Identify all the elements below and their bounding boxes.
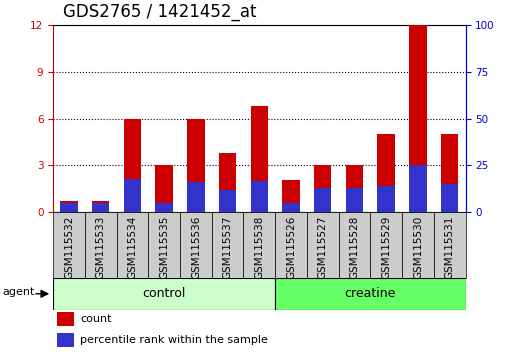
Bar	[370, 212, 401, 278]
Text: GSM115533: GSM115533	[95, 216, 106, 279]
Text: control: control	[142, 287, 185, 300]
Bar	[440, 184, 458, 212]
Text: GSM115531: GSM115531	[444, 216, 454, 279]
Bar	[92, 203, 109, 212]
Bar	[345, 165, 363, 212]
Text: agent: agent	[3, 287, 35, 297]
Text: GSM115527: GSM115527	[317, 216, 327, 279]
Bar	[401, 212, 433, 278]
Text: GSM115536: GSM115536	[190, 216, 200, 279]
Text: percentile rank within the sample: percentile rank within the sample	[80, 335, 267, 345]
Bar	[211, 212, 243, 278]
Text: GSM115529: GSM115529	[380, 216, 390, 279]
Bar	[345, 188, 363, 212]
Text: GSM115538: GSM115538	[254, 216, 264, 279]
Bar	[57, 312, 74, 326]
Bar	[314, 188, 331, 212]
Text: creatine: creatine	[344, 287, 395, 300]
Bar	[85, 212, 116, 278]
Text: GSM115535: GSM115535	[159, 216, 169, 279]
Bar	[250, 181, 268, 212]
Bar	[282, 179, 299, 212]
Bar	[57, 333, 74, 347]
Bar	[377, 134, 394, 212]
Bar	[155, 203, 173, 212]
Text: GSM115534: GSM115534	[127, 216, 137, 279]
Bar	[187, 182, 204, 212]
Text: GSM115526: GSM115526	[285, 216, 295, 279]
Bar	[148, 212, 180, 278]
Bar	[92, 201, 109, 212]
Bar	[338, 212, 370, 278]
Bar	[314, 165, 331, 212]
Bar	[155, 165, 173, 212]
Bar	[123, 179, 141, 212]
Bar	[307, 212, 338, 278]
Bar	[282, 203, 299, 212]
Bar	[60, 201, 78, 212]
Bar	[440, 134, 458, 212]
Bar	[219, 153, 236, 212]
Bar	[60, 203, 78, 212]
Bar	[187, 119, 204, 212]
Text: count: count	[80, 314, 111, 324]
Bar	[180, 212, 211, 278]
Text: GSM115532: GSM115532	[64, 216, 74, 279]
Bar	[433, 212, 465, 278]
Bar	[243, 212, 275, 278]
Text: GSM115530: GSM115530	[412, 216, 422, 279]
Text: GDS2765 / 1421452_at: GDS2765 / 1421452_at	[63, 3, 256, 21]
Bar	[123, 119, 141, 212]
Bar	[409, 165, 426, 212]
Bar	[53, 212, 85, 278]
Bar	[409, 25, 426, 212]
Bar	[275, 278, 465, 310]
Bar	[53, 278, 275, 310]
Bar	[219, 190, 236, 212]
Bar	[116, 212, 148, 278]
Text: GSM115537: GSM115537	[222, 216, 232, 279]
Bar	[377, 186, 394, 212]
Bar	[275, 212, 307, 278]
Text: GSM115528: GSM115528	[349, 216, 359, 279]
Bar	[250, 106, 268, 212]
